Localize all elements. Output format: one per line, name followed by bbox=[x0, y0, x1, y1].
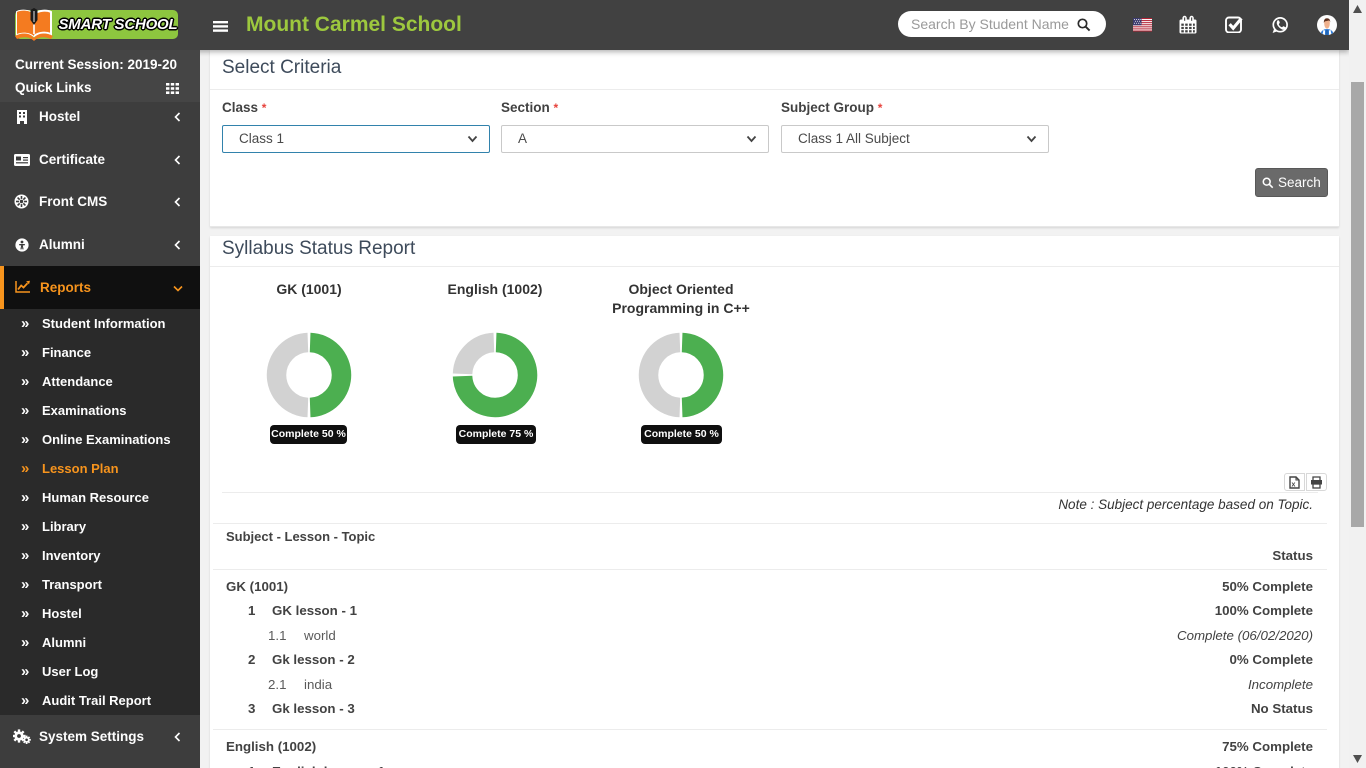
svg-text:x: x bbox=[1292, 482, 1296, 489]
